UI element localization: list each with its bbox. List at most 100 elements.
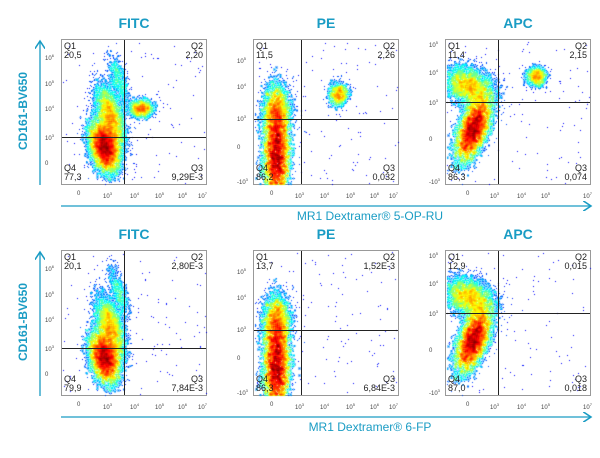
quadrant-name: Q2 [190, 252, 203, 262]
y-tick-label: 105 [429, 40, 438, 49]
quadrant-q4: Q4 77,3 [64, 164, 82, 182]
gate-line-vertical[interactable] [124, 40, 125, 184]
panel-title: FITC [118, 226, 150, 242]
x-tick-label: 106 [370, 402, 379, 411]
quadrant-percent: 86,3 [256, 383, 274, 393]
quadrant-q3: Q3 9,29E-3 [171, 164, 203, 182]
quadrant-percent: 11,4 [448, 50, 465, 60]
gate-line-vertical[interactable] [498, 251, 499, 395]
quadrant-q1: Q1 13,7 [256, 253, 274, 271]
quadrant-percent: 13,7 [256, 261, 274, 271]
panel-title: PE [316, 15, 336, 31]
plot-pe-row1: Q1 11,5 Q2 2,26 Q3 0,032 Q4 86,2 [253, 39, 400, 186]
x-tick-label: 0 [466, 402, 470, 408]
quadrant-percent: 87,0 [448, 383, 466, 393]
density-cloud [62, 40, 208, 186]
x-tick-label: 107 [198, 191, 207, 200]
quadrant-q3: Q3 6,84E-3 [363, 375, 395, 393]
gate-line-horizontal[interactable] [254, 330, 398, 331]
quadrant-q2: Q2 0,015 [564, 253, 587, 271]
quadrant-q1: Q1 11,4 [448, 42, 465, 60]
y-tick-label: -103 [237, 388, 248, 397]
y-tick-label: 105 [237, 56, 246, 65]
gate-line-horizontal[interactable] [446, 313, 590, 314]
y-tick-label: 0 [237, 145, 241, 151]
y-tick-label: -103 [429, 388, 440, 397]
quadrant-percent: 0,018 [564, 383, 587, 393]
x-tick-label: 0 [77, 191, 81, 197]
x-tick-label: 103 [295, 191, 304, 200]
y-axis-label-row1: CD161-BV650 [16, 71, 30, 151]
quadrant-name: Q4 [448, 163, 461, 173]
x-tick-label: 107 [198, 402, 207, 411]
quadrant-q2: Q2 2,15 [569, 42, 587, 60]
x-tick-label: 104 [517, 191, 526, 200]
gate-line-vertical[interactable] [301, 40, 302, 184]
quadrant-name: Q2 [382, 41, 395, 51]
quadrant-name: Q1 [256, 252, 269, 262]
density-cloud [62, 251, 208, 397]
density-cloud [446, 251, 592, 397]
quadrant-name: Q4 [448, 374, 461, 384]
quadrant-percent: 2,20 [185, 50, 203, 60]
x-tick-label: 103 [295, 402, 304, 411]
quadrant-percent: 77,3 [64, 172, 82, 182]
gate-line-vertical[interactable] [301, 251, 302, 395]
gate-line-horizontal[interactable] [446, 102, 590, 103]
x-axis-label-row1: MR1 Dextramer® 5-OP-RU [296, 209, 444, 223]
y-tick-label: 106 [45, 264, 54, 273]
y-tick-label: 0 [45, 372, 49, 378]
y-tick-label: 105 [45, 79, 54, 88]
quadrant-percent: 7,84E-3 [171, 383, 203, 393]
plot-fitc-row2: Q1 20,1 Q2 2,80E-3 Q3 7,84E-3 Q4 79,9 [61, 250, 208, 397]
gate-line-vertical[interactable] [498, 40, 499, 184]
quadrant-percent: 86,3 [448, 172, 466, 182]
quadrant-name: Q4 [64, 163, 77, 173]
quadrant-name: Q4 [256, 163, 269, 173]
y-tick-label: 104 [429, 68, 438, 77]
quadrant-q4: Q4 86,2 [256, 164, 274, 182]
plot-apc-row2: Q1 12,9 Q2 0,015 Q3 0,018 Q4 87,0 [445, 250, 592, 397]
x-tick-label: 106 [178, 402, 187, 411]
x-tick-label: 105 [346, 402, 355, 411]
x-tick-label: 103 [103, 402, 112, 411]
quadrant-q4: Q4 87,0 [448, 375, 466, 393]
x-tick-label: 104 [130, 402, 139, 411]
quadrant-q1: Q1 12,9 [448, 253, 466, 271]
plot-fitc-row1: Q1 20,5 Q2 2,20 Q3 9,29E-3 Q4 77,3 [61, 39, 208, 186]
gate-line-horizontal[interactable] [62, 137, 206, 138]
y-tick-label: 103 [237, 114, 246, 123]
x-tick-label: 105 [155, 191, 164, 200]
y-tick-label: 0 [237, 356, 241, 362]
y-tick-label: 0 [429, 137, 433, 143]
quadrant-q2: Q2 2,20 [185, 42, 203, 60]
x-tick-label: 107 [583, 191, 592, 200]
quadrant-name: Q3 [574, 163, 587, 173]
gate-line-horizontal[interactable] [62, 348, 206, 349]
y-tick-label: 103 [45, 133, 54, 142]
quadrant-name: Q2 [574, 252, 587, 262]
x-tick-label: 0 [466, 191, 470, 197]
y-axis-label-row2: CD161-BV650 [16, 282, 30, 362]
quadrant-q3: Q3 7,84E-3 [171, 375, 203, 393]
quadrant-percent: 6,84E-3 [363, 383, 395, 393]
y-tick-label: 0 [45, 161, 49, 167]
y-tick-label: 103 [429, 98, 438, 107]
gate-line-vertical[interactable] [124, 251, 125, 395]
panel-title: PE [316, 226, 336, 242]
quadrant-q3: Q3 0,032 [372, 164, 395, 182]
quadrant-name: Q1 [64, 252, 77, 262]
quadrant-percent: 2,80E-3 [171, 261, 203, 271]
quadrant-percent: 11,5 [256, 50, 273, 60]
quadrant-name: Q1 [448, 41, 461, 51]
x-tick-label: 104 [130, 191, 139, 200]
quadrant-percent: 20,5 [64, 50, 82, 60]
quadrant-name: Q3 [382, 374, 395, 384]
y-tick-label: -103 [237, 177, 248, 186]
y-tick-label: 104 [237, 82, 246, 91]
gate-line-horizontal[interactable] [254, 119, 398, 120]
quadrant-q1: Q1 20,5 [64, 42, 82, 60]
density-cloud [254, 251, 400, 397]
